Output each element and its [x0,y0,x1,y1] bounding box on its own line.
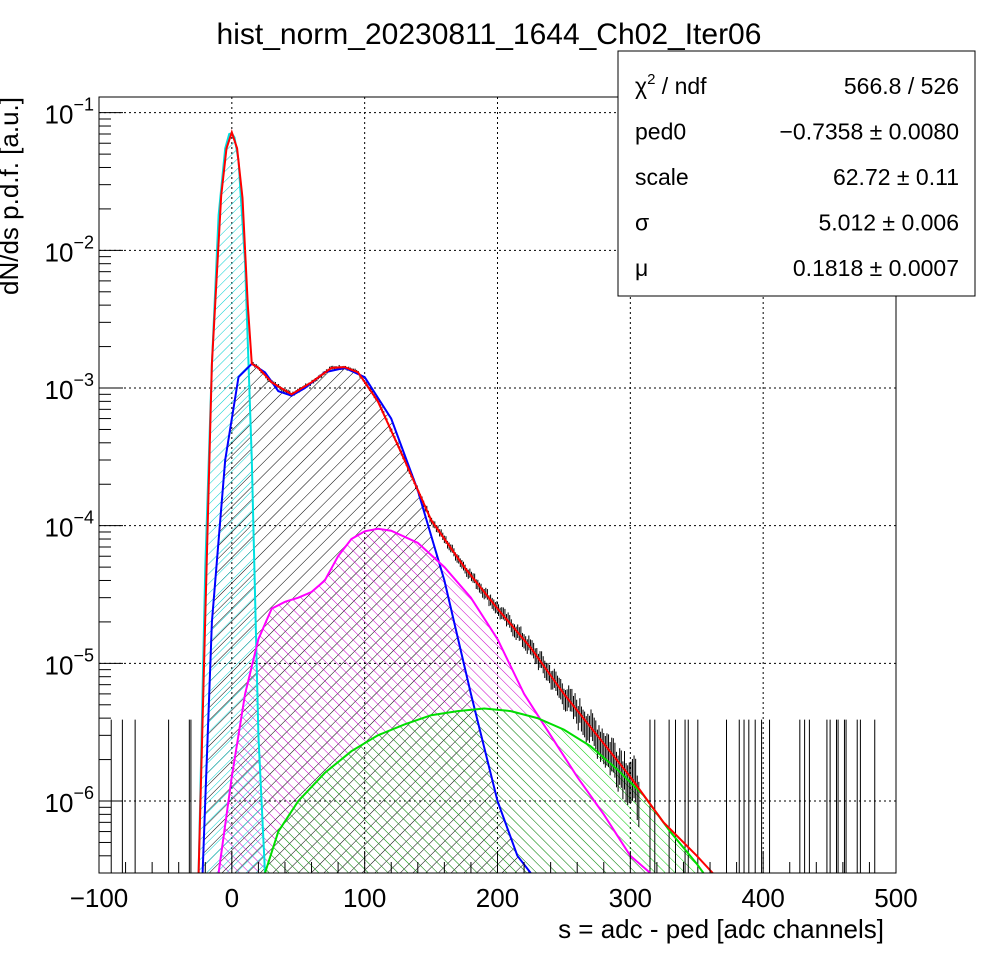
stats-row-value: −0.7358 ± 0.0080 [779,119,959,145]
y-axis-label: dN/ds p.d.f. [a.u.] [0,97,24,295]
y-tick-label: 10−6 [45,783,94,818]
stats-row-label: μ [635,255,648,281]
stats-frame [617,50,976,297]
stats-row-value: 0.1818 ± 0.0007 [793,255,959,281]
y-tick-label: 10−2 [45,232,94,267]
y-tick-label: 10−1 [45,95,94,130]
stats-row-label: σ [635,210,649,236]
x-tick-label: 400 [741,883,784,913]
stats-row-value: 5.012 ± 0.006 [818,210,959,236]
stats-row-value: 566.8 / 526 [844,73,959,99]
y-tick-label: 10−4 [45,508,94,543]
axis-ticks: −100 0 100 200 300 400 500 10−6 10−5 10−4 10−3 10−2… [45,95,918,913]
fit-curves [197,129,714,873]
x-tick-label: −100 [70,883,129,913]
stats-row-label: ped0 [635,119,686,145]
fit-curve [217,527,651,873]
stats-row-label: χ2 / ndf [635,71,707,99]
x-tick-label: 200 [476,883,519,913]
stats-row-value: 62.72 ± 0.11 [833,164,959,190]
fit-curve [197,129,714,873]
stats-box: χ2 / ndf 566.8 / 526 ped0 −0.7358 ± 0.0080 s… [617,50,976,297]
x-tick-label: 300 [609,883,652,913]
y-tick-label: 10−3 [45,370,94,405]
stats-row-label: scale [635,164,689,190]
x-tick-label: 500 [874,883,917,913]
x-tick-label: 100 [343,883,386,913]
x-axis-label: s = adc - ped [adc channels] [558,914,884,944]
chart-title: hist_norm_20230811_1644_Ch02_Iter06 [217,18,762,51]
x-tick-label: 0 [225,883,239,913]
y-tick-label: 10−5 [45,645,94,680]
